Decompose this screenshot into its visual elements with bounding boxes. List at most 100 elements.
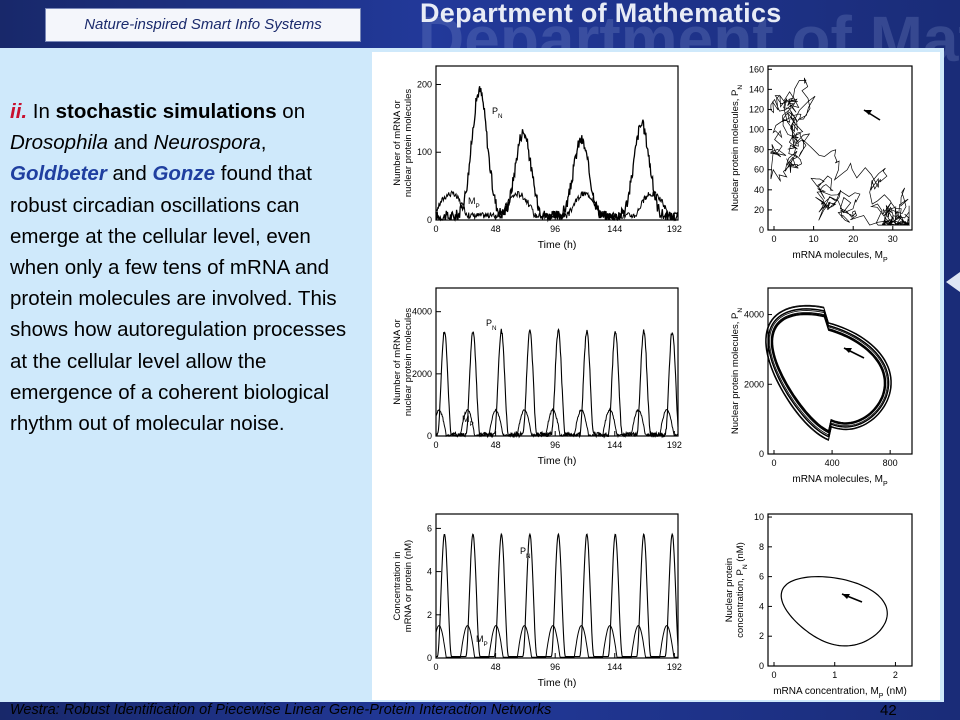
limit-cycle-trajectory bbox=[772, 314, 885, 432]
y-tick-label: 0 bbox=[427, 431, 432, 441]
x-tick-label: 144 bbox=[607, 662, 622, 672]
species-drosophila: Drosophila bbox=[10, 131, 108, 155]
list-numeral: ii. bbox=[10, 100, 28, 123]
y-tick-label: 8 bbox=[759, 542, 764, 552]
y-tick-label: 0 bbox=[759, 225, 764, 235]
y-tick-label: 100 bbox=[749, 125, 764, 135]
emphasis-stochastic: stochastic simulations bbox=[55, 100, 277, 123]
y-axis-label: mRNA or protein (nM) bbox=[403, 540, 414, 632]
y-axis-label: Number of mRNA or bbox=[392, 100, 403, 186]
x-axis-label: mRNA molecules, MP bbox=[792, 250, 888, 264]
mp-curve bbox=[435, 407, 678, 439]
pn-curve bbox=[436, 532, 679, 658]
y-axis-label: Number of mRNA or bbox=[392, 319, 403, 405]
author-goldbeter: Goldbeter bbox=[10, 162, 107, 186]
x-tick-label: 48 bbox=[491, 440, 501, 450]
y-tick-label: 0 bbox=[427, 653, 432, 663]
y-tick-label: 6 bbox=[759, 572, 764, 582]
limit-cycle-trajectory bbox=[768, 308, 889, 438]
y-tick-label: 6 bbox=[427, 523, 432, 533]
x-tick-label: 144 bbox=[607, 224, 622, 234]
mp-curve bbox=[435, 190, 679, 221]
time-plot-3: 0 2 4 6 0 48 96 144 192 Time (h) Concentration in m… bbox=[392, 513, 682, 689]
y-tick-label: 60 bbox=[754, 165, 764, 175]
y-tick-label: 100 bbox=[417, 147, 432, 157]
stochastic-trajectory bbox=[770, 77, 911, 226]
limit-cycle-trajectory bbox=[769, 310, 888, 436]
slide-content: ii. In stochastic simulations on Drosoph… bbox=[0, 48, 944, 702]
x-tick-label: 400 bbox=[825, 458, 840, 468]
limit-cycle-trajectory bbox=[771, 313, 886, 433]
y-axis-label: Concentration in bbox=[392, 551, 403, 620]
x-tick-label: 0 bbox=[771, 234, 776, 244]
x-tick-label: 0 bbox=[433, 440, 438, 450]
x-axis-label: mRNA concentration, MP (nM) bbox=[773, 686, 907, 700]
phase-plot-2: 0 2000 4000 0 400 800 bbox=[744, 287, 913, 468]
mp-label: MP bbox=[476, 634, 488, 648]
y-axis-label: nuclear protein molecules bbox=[403, 308, 414, 417]
y-tick-label: 2 bbox=[759, 631, 764, 641]
footer-citation: Westra: Robust Identification of Piecewi… bbox=[10, 702, 552, 718]
y-tick-label: 4 bbox=[427, 567, 432, 577]
x-tick-label: 96 bbox=[550, 662, 560, 672]
x-axis-label: mRNA molecules, MP bbox=[792, 474, 888, 488]
y-tick-label: 4000 bbox=[744, 310, 764, 320]
y-tick-label: 4 bbox=[759, 601, 764, 611]
course-label: Nature-inspired Smart Info Systems bbox=[45, 8, 361, 42]
pn-label: PN bbox=[492, 106, 503, 120]
y-axis-label: Nuclear protein molecules, PN bbox=[730, 85, 744, 211]
x-axis-label: Time (h) bbox=[538, 239, 577, 251]
x-tick-label: 0 bbox=[433, 662, 438, 672]
y-tick-label: 160 bbox=[749, 64, 764, 74]
mp-label: MP bbox=[462, 414, 474, 428]
species-neurospora: Neurospora bbox=[153, 131, 261, 155]
x-tick-label: 0 bbox=[433, 224, 438, 234]
y-tick-label: 0 bbox=[427, 215, 432, 225]
y-axis-label: Nuclear protein molecules, PN bbox=[730, 308, 744, 434]
y-tick-label: 10 bbox=[754, 512, 764, 522]
x-tick-label: 30 bbox=[888, 234, 898, 244]
next-slide-arrow-icon[interactable] bbox=[946, 272, 960, 292]
phase-plot-1: 0 20 40 60 80 100 120 140 160 0 10 20 30 bbox=[749, 64, 913, 244]
phase-plot-3: 0 2 4 6 8 10 0 1 2 Nuclear protein bbox=[724, 512, 913, 680]
x-tick-label: 20 bbox=[848, 234, 858, 244]
y-axis-label: Nuclear protein bbox=[724, 558, 735, 622]
y-tick-label: 2000 bbox=[744, 379, 764, 389]
mp-curve bbox=[435, 625, 678, 658]
y-tick-label: 2 bbox=[427, 610, 432, 620]
x-axis-label: Time (h) bbox=[538, 455, 577, 467]
limit-cycle-trajectory bbox=[765, 305, 892, 441]
time-plot-1: 0 100 200 0 48 96 144 192 Time (h) Number of mRNA… bbox=[392, 65, 682, 251]
page-number: 42 bbox=[880, 702, 897, 719]
y-tick-label: 4000 bbox=[412, 307, 432, 317]
y-tick-label: 40 bbox=[754, 185, 764, 195]
x-tick-label: 0 bbox=[771, 458, 776, 468]
body-paragraph: ii. In stochastic simulations on Drosoph… bbox=[10, 100, 347, 436]
mp-label: MP bbox=[468, 196, 480, 210]
author-gonze: Gonze bbox=[152, 162, 216, 186]
x-tick-label: 48 bbox=[491, 662, 501, 672]
limit-cycle-trajectory bbox=[771, 312, 886, 433]
y-tick-label: 120 bbox=[749, 104, 764, 114]
x-tick-label: 1 bbox=[832, 670, 837, 680]
pn-label: PN bbox=[486, 318, 497, 332]
y-tick-label: 0 bbox=[759, 661, 764, 671]
simulation-figure: 0 100 200 0 48 96 144 192 Time (h) Number of mRNA… bbox=[372, 52, 940, 700]
x-tick-label: 800 bbox=[883, 458, 898, 468]
pn-curve bbox=[435, 86, 679, 223]
x-tick-label: 48 bbox=[491, 224, 501, 234]
y-tick-label: 80 bbox=[754, 145, 764, 155]
x-tick-label: 192 bbox=[667, 662, 682, 672]
limit-cycle-trajectory bbox=[770, 312, 887, 434]
x-tick-label: 0 bbox=[771, 670, 776, 680]
x-tick-label: 144 bbox=[607, 440, 622, 450]
x-tick-label: 10 bbox=[809, 234, 819, 244]
limit-cycle-trajectory bbox=[771, 313, 886, 432]
department-title: Department of Mathematics bbox=[420, 0, 782, 28]
x-tick-label: 2 bbox=[893, 670, 898, 680]
y-tick-label: 0 bbox=[759, 449, 764, 459]
y-tick-label: 140 bbox=[749, 84, 764, 94]
y-tick-label: 20 bbox=[754, 205, 764, 215]
time-plot-2: 0 2000 4000 0 48 96 144 192 Time (h) Number of mR… bbox=[392, 287, 682, 467]
